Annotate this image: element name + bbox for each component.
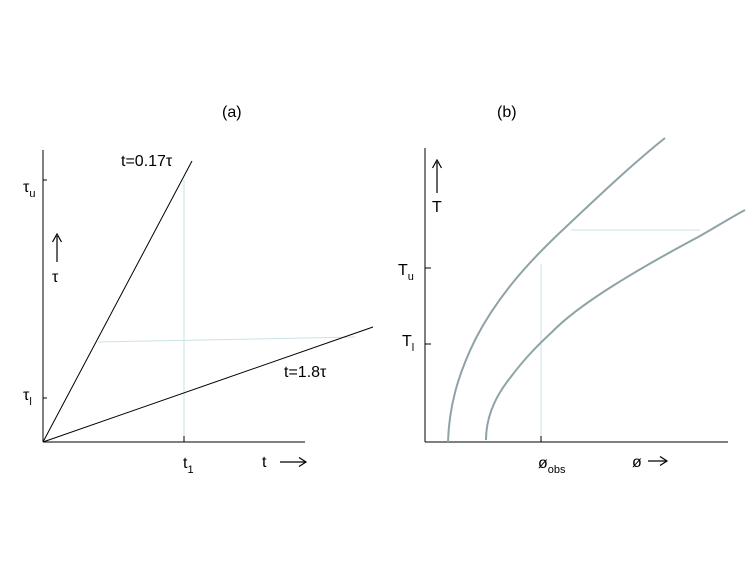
panel-b-y-axis-label: T [432, 199, 442, 216]
panel-b-x-axis-label: ø [632, 454, 642, 471]
panel-a-y-arrow-icon [51, 232, 63, 243]
panel-b-x-arrow-icon [659, 455, 669, 467]
panel-a-horizontal-guide [97, 336, 356, 343]
panel-b-y-arrow-icon [431, 158, 443, 169]
panel-a-steep-line [42, 160, 193, 443]
panel-a-y-tick-lower-label: τl [23, 387, 32, 408]
panel-b-y-tick-upper-label: Tu [398, 262, 414, 283]
panel-a-steep-line-label: t=0.17τ [121, 153, 173, 170]
panel-a-x-arrow-icon [298, 456, 308, 468]
panel-b-y-tick-lower-label: Tl [402, 333, 414, 354]
panel-b-label: (b) [497, 104, 517, 121]
panel-a-shallow-line [42, 326, 374, 443]
panel-a-y-axis-label: τ [52, 269, 59, 286]
panel-b-x-tick-label: øobs [538, 455, 566, 476]
panel-a-shallow-line-label: t=1.8τ [284, 364, 327, 381]
panel-a-label: (a) [222, 104, 242, 121]
panel-a-x-axis-label: t [262, 454, 267, 471]
panel-a-x-tick-label: t1 [183, 455, 194, 476]
panel-a-y-tick-upper-label: τu [23, 179, 35, 200]
panel-b-upper-curve [447, 137, 666, 443]
panel-b-lower-curve [485, 209, 746, 441]
